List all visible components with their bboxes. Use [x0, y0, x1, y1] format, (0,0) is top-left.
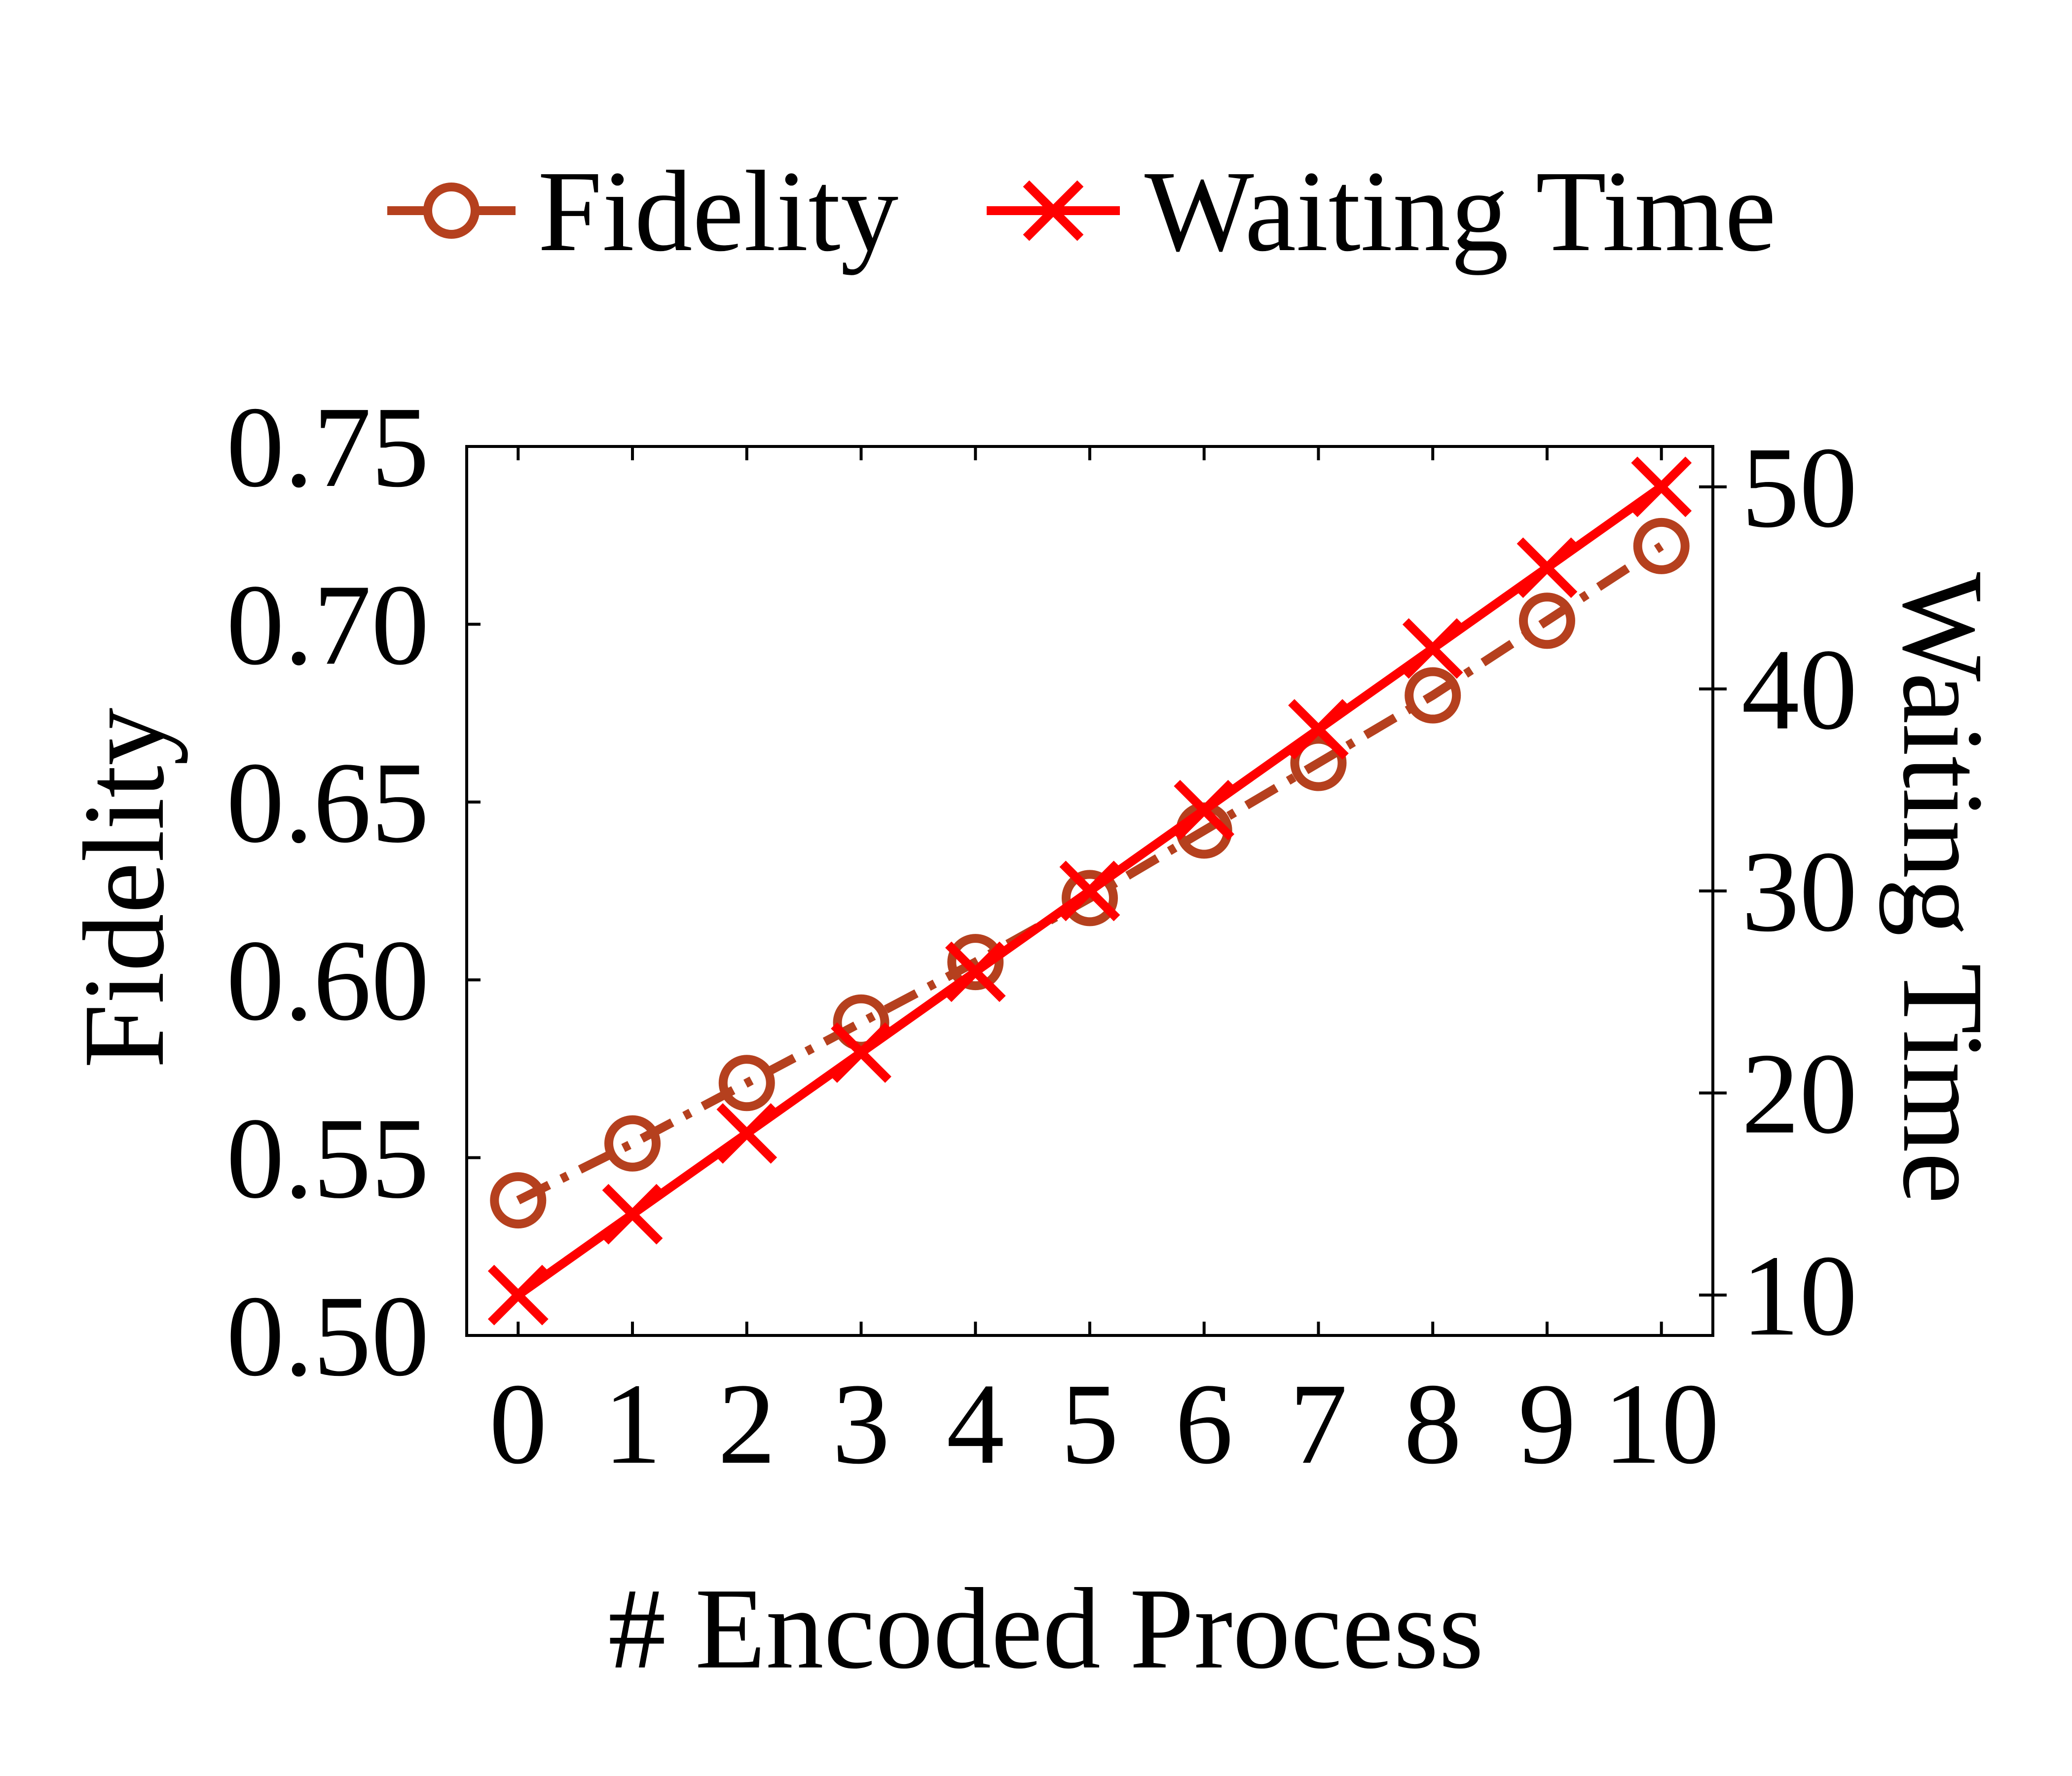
- y-tick-label: 0.50: [226, 1272, 429, 1400]
- data-point-fidelity: [490, 1172, 547, 1229]
- y2-axis-title: Waiting Time: [1879, 572, 2007, 1204]
- y2-tick-label: 30: [1741, 827, 1857, 956]
- data-point-waiting-time: [602, 1184, 663, 1245]
- data-point-waiting-time: [1631, 456, 1692, 518]
- legend-item-waiting-time: Waiting Time: [987, 147, 1776, 275]
- data-point-waiting-time: [1517, 537, 1578, 598]
- data-point-waiting-time: [831, 1022, 891, 1083]
- x-tick-label: 2: [718, 1360, 776, 1488]
- legend: Fidelity Waiting Time: [387, 147, 1776, 275]
- x-tick-label: 1: [603, 1360, 662, 1488]
- y-tick-label: 0.75: [226, 383, 429, 511]
- y-tick-label: 0.60: [226, 916, 429, 1044]
- data-point-fidelity: [947, 934, 1004, 991]
- data-point-fidelity: [1633, 518, 1690, 574]
- x-axis-title: # Encoded Process: [608, 1564, 1483, 1693]
- x-tick-label: 10: [1603, 1360, 1719, 1488]
- series-line-fidelity: [516, 542, 1664, 1205]
- x-tick-label: 8: [1404, 1360, 1462, 1488]
- data-point-waiting-time: [1402, 618, 1463, 679]
- data-point-fidelity: [1405, 667, 1461, 724]
- data-point-fidelity: [604, 1115, 661, 1172]
- series-layer: [487, 456, 1692, 1326]
- data-point-waiting-time: [1174, 779, 1235, 841]
- data-point-fidelity: [718, 1055, 775, 1111]
- x-tick-label: 9: [1518, 1360, 1576, 1488]
- data-point-waiting-time: [1059, 860, 1120, 922]
- x-tick-label: 4: [947, 1360, 1005, 1488]
- data-point-fidelity: [1062, 870, 1118, 926]
- y-tick-label: 0.55: [226, 1094, 429, 1222]
- x-tick-label: 6: [1175, 1360, 1233, 1488]
- y2-tick-label: 50: [1741, 423, 1857, 552]
- legend-fidelity-label: Fidelity: [538, 147, 898, 275]
- y2-tick-label: 40: [1741, 625, 1857, 753]
- data-point-waiting-time: [716, 1103, 777, 1164]
- data-point-waiting-time: [1288, 699, 1349, 760]
- legend-fidelity-marker: [423, 183, 480, 239]
- x-tick-label: 7: [1290, 1360, 1348, 1488]
- x-tick-label: 3: [832, 1360, 890, 1488]
- data-point-waiting-time: [945, 941, 1006, 1002]
- y2-tick-label: 10: [1741, 1231, 1857, 1360]
- legend-item-fidelity: Fidelity: [387, 147, 898, 275]
- y-tick-label: 0.70: [226, 560, 429, 689]
- series-waiting-time: [487, 456, 1692, 1326]
- series-fidelity: [490, 518, 1690, 1229]
- x-tick-label: 5: [1061, 1360, 1119, 1488]
- legend-waiting-time-marker: [1023, 180, 1084, 241]
- data-point-fidelity: [1518, 592, 1575, 649]
- data-point-waiting-time: [487, 1264, 549, 1326]
- data-point-fidelity: [1290, 735, 1347, 791]
- data-point-fidelity: [833, 994, 889, 1051]
- y-ticks: 0.50 0.55 0.60 0.65 0.70 0.75: [226, 383, 481, 1400]
- y-axis-title: Fidelity: [60, 707, 188, 1068]
- x-tick-label: 0: [489, 1360, 548, 1488]
- x-ticks: 0 1 2 3 4 5 6 7 8 9 10: [489, 446, 1719, 1488]
- y-tick-label: 0.65: [226, 739, 429, 867]
- legend-waiting-time-label: Waiting Time: [1145, 147, 1776, 275]
- y2-ticks: 10 20 30 40 50: [1699, 423, 1857, 1360]
- y2-tick-label: 20: [1741, 1030, 1857, 1158]
